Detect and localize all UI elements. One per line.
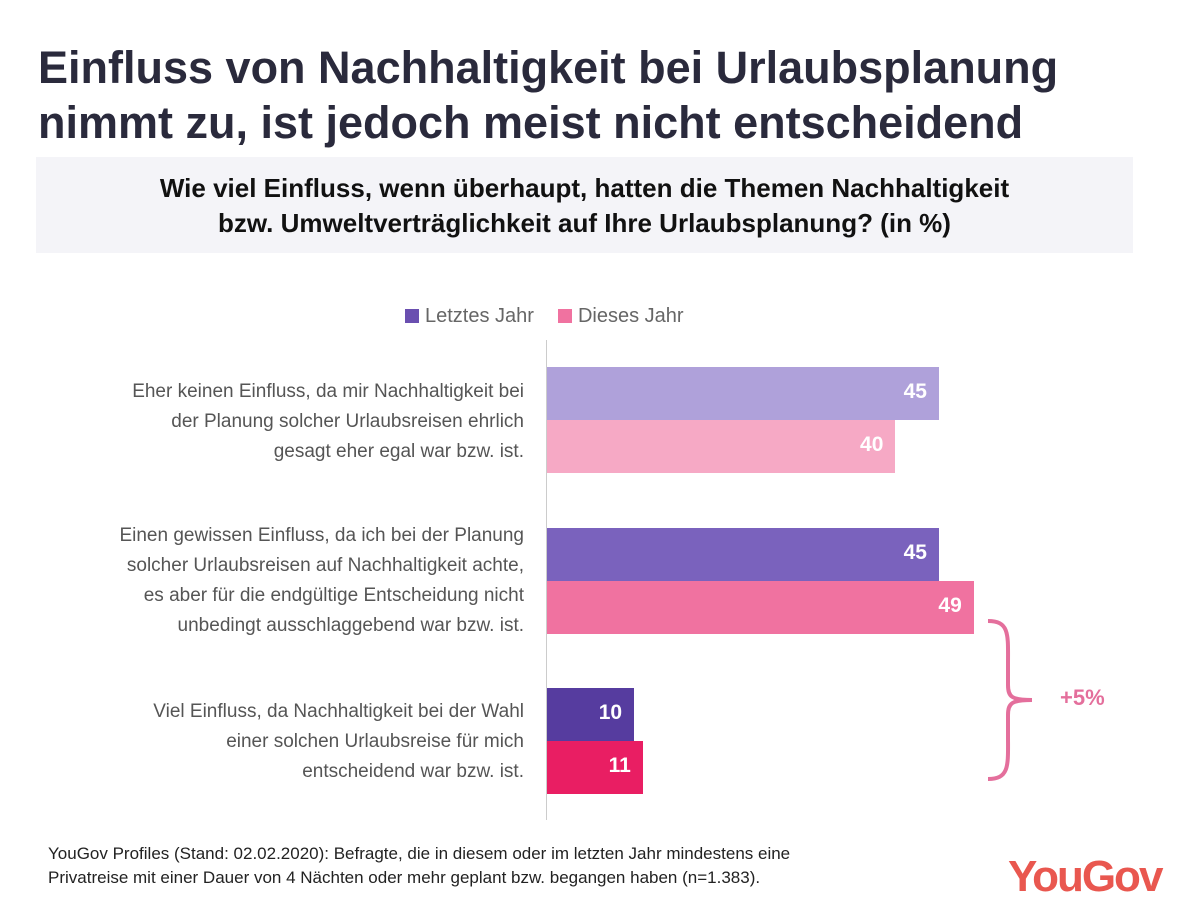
category-label-line: gesagt eher egal war bzw. ist. xyxy=(273,441,524,462)
category-label-line: Einen gewissen Einfluss, da ich bei der … xyxy=(119,525,524,546)
legend-label: Letztes Jahr xyxy=(425,305,534,327)
legend-swatch xyxy=(557,309,572,323)
question-line: Wie viel Einfluss, wenn überhaupt, hatte… xyxy=(159,173,1010,203)
question-line: bzw. Umweltverträglichkeit auf Ihre Urla… xyxy=(218,208,951,238)
data-label: 45 xyxy=(903,541,927,564)
legend-swatch xyxy=(405,309,419,323)
bar: 11 xyxy=(547,741,643,794)
category-label-line: einer solchen Urlaubsreise für mich xyxy=(226,731,524,752)
legend: Letztes Jahr Dieses Jahr xyxy=(405,305,684,328)
legend-item-last-year: Letztes Jahr xyxy=(405,305,534,328)
category-label: Viel Einfluss, da Nachhaltigkeit bei der… xyxy=(24,697,524,787)
category-label-line: unbedingt ausschlaggebend war bzw. ist. xyxy=(177,615,524,636)
annotation-label: +5% xyxy=(1060,685,1105,710)
category-label-line: es aber für die endgültige Entscheidung … xyxy=(143,585,524,606)
category-label-line: Eher keinen Einfluss, da mir Nachhaltigk… xyxy=(132,381,524,402)
bar: 45 xyxy=(547,367,939,420)
category-label-line: solcher Urlaubsreisen auf Nachhaltigkeit… xyxy=(126,555,524,576)
category-label: Eher keinen Einfluss, da mir Nachhaltigk… xyxy=(24,377,524,467)
brace-icon xyxy=(987,619,1033,781)
data-label: 45 xyxy=(903,380,927,403)
category-label-line: entscheidend war bzw. ist. xyxy=(302,761,524,782)
bar: 40 xyxy=(547,420,896,473)
data-label: 40 xyxy=(860,433,884,456)
chart-title: Einfluss von Nachhaltigkeit bei Urlaubsp… xyxy=(38,40,1058,150)
category-label-line: Viel Einfluss, da Nachhaltigkeit bei der… xyxy=(153,701,524,722)
footnote-line: YouGov Profiles (Stand: 02.02.2020): Bef… xyxy=(48,844,791,863)
bar: 49 xyxy=(547,581,974,634)
data-label: 11 xyxy=(608,754,631,777)
data-label: 10 xyxy=(598,701,623,724)
footnote: YouGov Profiles (Stand: 02.02.2020): Bef… xyxy=(48,842,790,890)
y-axis-line xyxy=(546,340,547,820)
bar: 45 xyxy=(547,528,939,581)
category-label-line: der Planung solcher Urlaubsreisen ehrlic… xyxy=(171,411,524,432)
title-line: Einfluss von Nachhaltigkeit bei Urlaubsp… xyxy=(38,42,1059,93)
yougov-logo: YouGov xyxy=(1008,852,1163,901)
bar: 10 xyxy=(547,688,635,741)
question-box: Wie viel Einfluss, wenn überhaupt, hatte… xyxy=(36,157,1133,253)
title-line: nimmt zu, ist jedoch meist nicht entsche… xyxy=(38,97,1024,148)
question-text: Wie viel Einfluss, wenn überhaupt, hatte… xyxy=(36,157,1133,241)
data-label: 49 xyxy=(938,594,962,617)
footnote-line: Privatreise mit einer Dauer von 4 Nächte… xyxy=(48,868,761,887)
legend-item-this-year: Dieses Jahr xyxy=(557,305,684,328)
legend-label: Dieses Jahr xyxy=(577,305,684,327)
category-label: Einen gewissen Einfluss, da ich bei der … xyxy=(24,521,524,641)
